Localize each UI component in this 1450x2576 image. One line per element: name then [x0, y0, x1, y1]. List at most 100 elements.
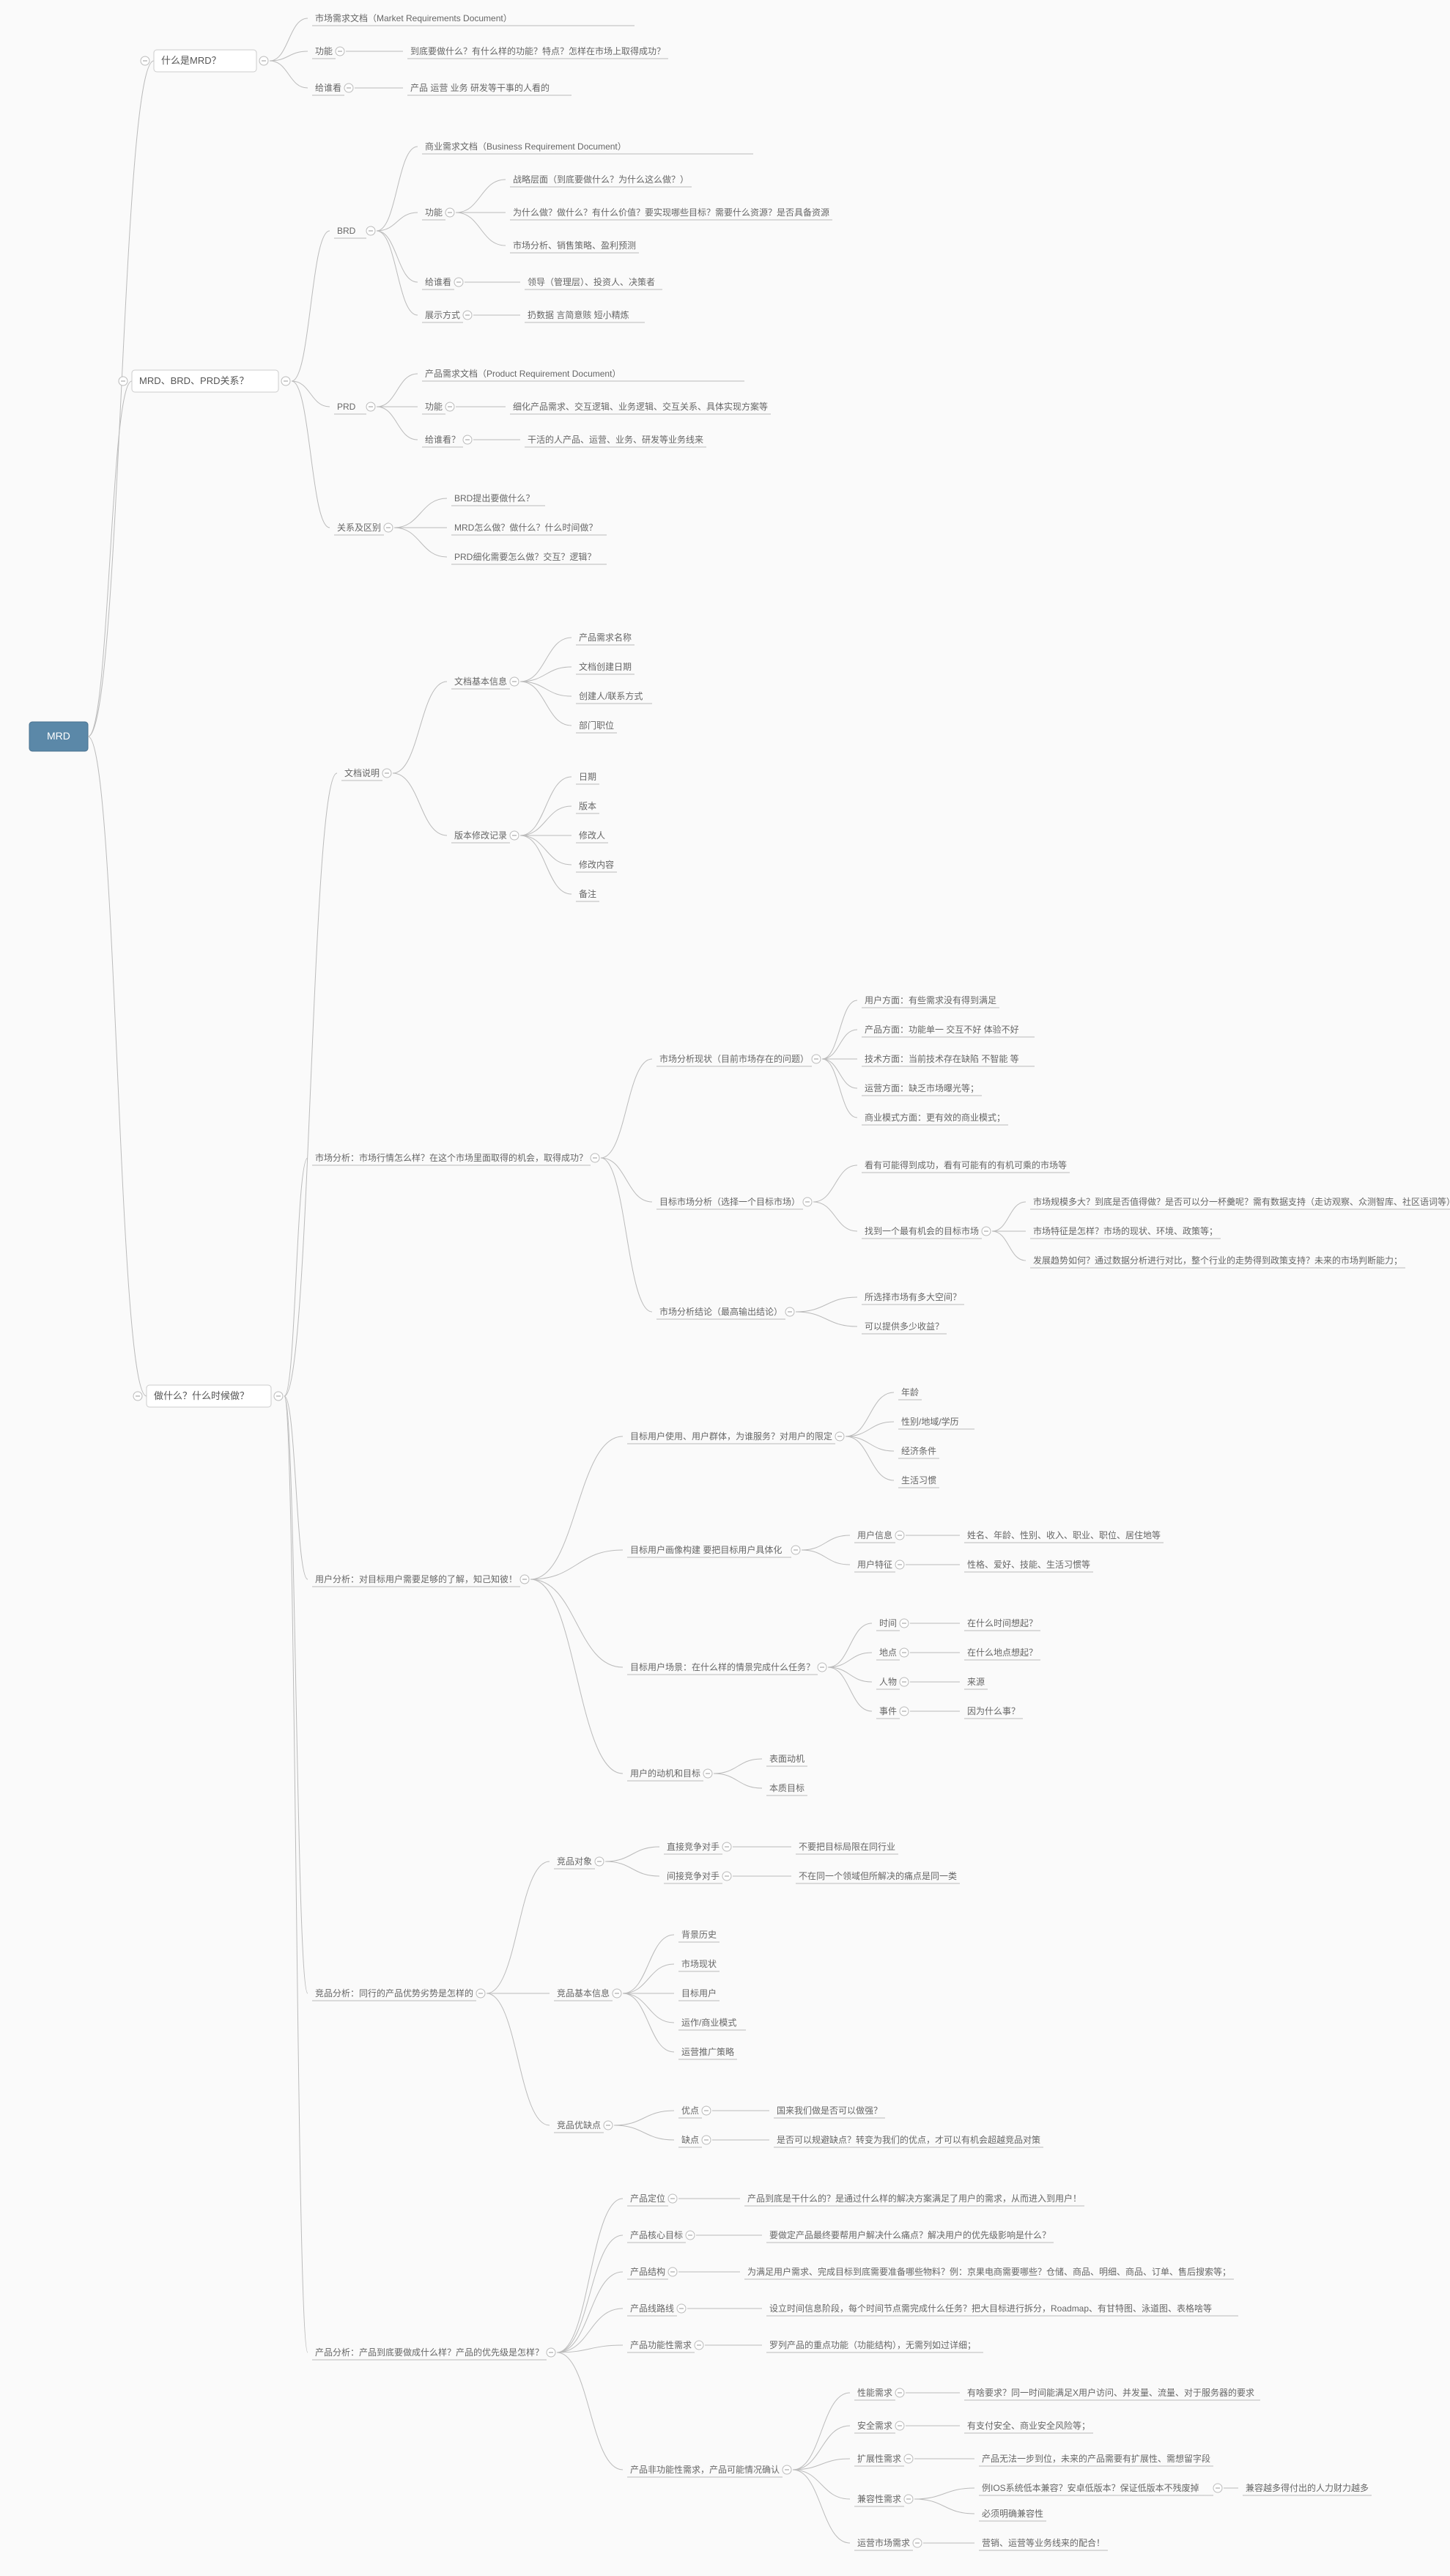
edge	[828, 1623, 872, 1667]
node-label: 在什么时间想起？	[967, 1617, 1037, 1628]
edge	[284, 1396, 308, 2352]
node-label: 商业需求文档（Business Requirement Document）	[425, 141, 626, 152]
node-label: 给谁看	[315, 83, 341, 93]
node-label: 性能需求	[857, 2388, 892, 2398]
node-label: 产品核心目标	[630, 2230, 683, 2240]
edge	[793, 2470, 850, 2499]
edge	[520, 638, 572, 682]
node-label: 日期	[579, 772, 596, 782]
node-label: 给谁看	[425, 277, 451, 287]
branch-label: MRD、BRD、PRD关系？	[139, 375, 249, 386]
edge	[793, 2393, 850, 2470]
node-label: 市场现状	[681, 1958, 717, 1969]
node-label: 性别/地域/学历	[901, 1416, 959, 1427]
node-label: 必须明确兼容性	[982, 2508, 1043, 2519]
node-label: 运营方面：缺乏市场曝光等；	[865, 1082, 979, 1093]
node-label: 在什么地点想起？	[967, 1647, 1037, 1658]
node-label: 竞品对象	[557, 1856, 592, 1867]
node-label: 产品非功能性需求，产品可能情况确认	[630, 2465, 780, 2475]
edge	[530, 1550, 623, 1579]
edge	[793, 2426, 850, 2470]
edge	[992, 1231, 1026, 1261]
edge	[520, 835, 572, 865]
edge	[822, 1059, 857, 1088]
edge	[520, 682, 572, 696]
node-label: 不要把目标局限在同行业	[799, 1842, 895, 1852]
node-label: 竞品基本信息	[557, 1988, 610, 1999]
edge	[292, 381, 330, 407]
edge	[487, 1861, 550, 1993]
edge	[714, 1774, 762, 1788]
root-label: MRD	[47, 730, 70, 742]
node-label: 竞品分析：同行的产品优势劣势是怎样的	[315, 1988, 473, 1999]
edge	[530, 1436, 623, 1579]
node-label: BRD	[337, 226, 356, 236]
node-label: 有啥要求？同一时间能满足X用户访问、并发量、流量、对于服务器的要求	[967, 2387, 1254, 2398]
edge	[992, 1202, 1026, 1231]
edge	[846, 1392, 894, 1436]
node-label: 文档创建日期	[579, 661, 632, 672]
edge	[487, 1993, 550, 2125]
node-label: 经济条件	[901, 1445, 936, 1456]
node-label: 创建人/联系方式	[579, 690, 643, 701]
node-label: 产品无法一步到位，未来的产品需要有扩展性、需想留字段	[982, 2453, 1210, 2464]
node-label: 产品需求文档（Product Requirement Document）	[425, 368, 621, 379]
node-label: 功能	[425, 207, 443, 218]
node-label: 产品 运营 业务 研发等干事的人看的	[410, 82, 550, 93]
edge	[557, 2272, 623, 2352]
node-label: 展示方式	[425, 309, 460, 320]
node-label: 例IOS系统低本兼容？安卓低版本？保证低版本不残废掉	[982, 2482, 1199, 2493]
node-label: PRD	[337, 402, 356, 412]
edge	[605, 1847, 659, 1861]
edge	[530, 1579, 623, 1667]
node-label: 市场特征是怎样？市场的现状、环境、政策等；	[1033, 1225, 1218, 1236]
edge	[623, 1964, 674, 1993]
node-label: 修改人	[579, 830, 605, 841]
edge	[846, 1436, 894, 1480]
edge	[802, 1535, 850, 1550]
node-label: 产品结构	[630, 2266, 665, 2277]
edge	[822, 1059, 857, 1118]
node-label: PRD细化需要怎么做？交互？逻辑？	[454, 551, 596, 562]
node-label: 为满足用户需求、完成目标到底需要准备哪些物料？例：京果电商需要哪些？仓储、商品、…	[747, 2266, 1231, 2277]
edge	[601, 1158, 652, 1202]
node-label: 性格、爱好、技能、生活习惯等	[967, 1559, 1090, 1570]
node-label: 到底要做什么？有什么样的功能？特点？怎样在市场上取得成功？	[410, 45, 665, 56]
node-label: 干活的人产品、运营、业务、研发等业务线来	[528, 434, 703, 445]
node-label: 间接竞争对手	[667, 1870, 720, 1881]
edge	[270, 61, 308, 88]
node-label: 市场需求文档（Market Requirements Document）	[315, 12, 512, 23]
edge	[377, 374, 418, 407]
node-label: 功能	[315, 46, 333, 56]
edge	[284, 1158, 308, 1396]
edge	[88, 61, 154, 737]
edge	[557, 2352, 623, 2470]
edge	[828, 1667, 872, 1711]
edge	[557, 2235, 623, 2352]
edge	[846, 1436, 894, 1451]
node-label: 设立时间信息阶段，每个时间节点需完成什么任务？把大目标进行拆分，Roadmap、…	[769, 2303, 1212, 2314]
edge	[796, 1312, 857, 1326]
node-label: 市场分析：市场行情怎么样？在这个市场里面取得的机会，取得成功？	[315, 1152, 588, 1163]
node-label: 可以提供多少收益？	[865, 1321, 944, 1332]
edge	[846, 1422, 894, 1436]
edge	[393, 773, 447, 835]
edge	[623, 1935, 674, 1993]
edge	[284, 773, 337, 1396]
edge	[456, 213, 506, 246]
edge	[394, 528, 447, 557]
node-label: 用户信息	[857, 1529, 892, 1540]
edge	[88, 737, 147, 1396]
edge	[88, 381, 132, 737]
edge	[292, 381, 330, 528]
node-label: 用户分析：对目标用户需要足够的了解，知己知彼！	[315, 1573, 517, 1584]
node-label: 市场分析现状（目前市场存在的问题）	[659, 1053, 809, 1064]
node-label: 目标用户使用、用户群体，为谁服务？对用户的限定	[630, 1431, 832, 1442]
node-label: 市场分析、销售策略、盈利预测	[513, 240, 636, 251]
edge	[601, 1158, 652, 1312]
node-label: 产品分析：产品到底要做成什么样？产品的优先级是怎样？	[315, 2347, 544, 2358]
node-label: 目标用户画像构建 要把目标用户具体化	[630, 1544, 782, 1555]
node-label: 背景历史	[681, 1930, 717, 1940]
node-label: 为什么做？做什么？有什么价值？要实现哪些目标？需要什么资源？是否具备资源	[513, 207, 829, 218]
node-label: 用户特征	[857, 1559, 892, 1570]
